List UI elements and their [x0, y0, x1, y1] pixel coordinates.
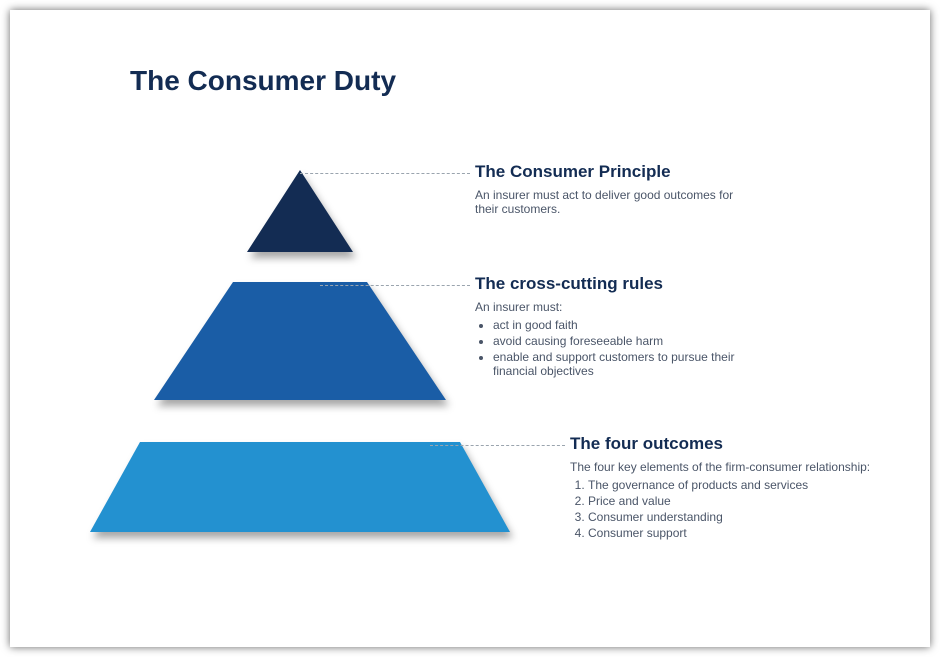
callout-bullets: act in good faith avoid causing foreseea…: [475, 318, 775, 378]
callout-paragraph: An insurer must act to deliver good outc…: [475, 188, 755, 216]
infographic-frame: The Consumer Duty The Consumer Principle…: [10, 10, 930, 647]
ordered-item: Consumer support: [588, 526, 910, 540]
callout-title: The four outcomes: [570, 434, 910, 454]
callout-principle: The Consumer Principle An insurer must a…: [475, 162, 755, 216]
callout-crosscutting: The cross-cutting rules An insurer must:…: [475, 274, 775, 380]
callout-title: The Consumer Principle: [475, 162, 755, 182]
callout-ordered-list: The governance of products and services …: [570, 478, 910, 540]
pyramid-tier-bottom: [90, 442, 510, 532]
bullet-item: act in good faith: [493, 318, 775, 332]
pyramid-tier-middle: [154, 282, 446, 400]
callout-title: The cross-cutting rules: [475, 274, 775, 294]
connector-top: [300, 173, 470, 174]
callout-intro: An insurer must:: [475, 300, 775, 314]
bullet-item: avoid causing foreseeable harm: [493, 334, 775, 348]
callout-intro: The four key elements of the firm-consum…: [570, 460, 910, 474]
ordered-item: Consumer understanding: [588, 510, 910, 524]
pyramid-tier-top: [247, 170, 353, 252]
ordered-item: The governance of products and services: [588, 478, 910, 492]
callout-outcomes: The four outcomes The four key elements …: [570, 434, 910, 542]
ordered-item: Price and value: [588, 494, 910, 508]
bullet-item: enable and support customers to pursue t…: [493, 350, 775, 378]
pyramid-diagram: The Consumer Principle An insurer must a…: [10, 10, 930, 647]
connector-bottom: [430, 445, 565, 446]
connector-middle: [320, 285, 470, 286]
